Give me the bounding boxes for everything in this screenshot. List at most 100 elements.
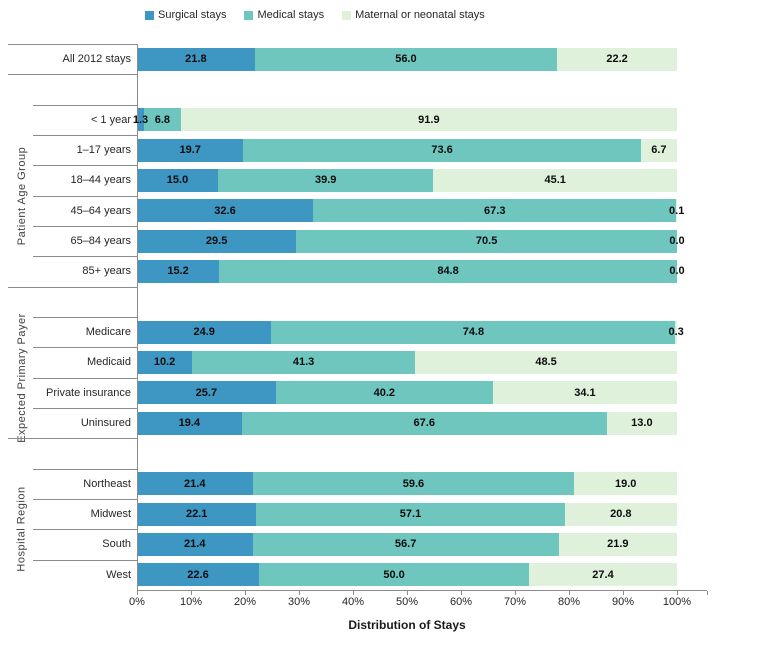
x-axis-title: Distribution of Stays <box>348 618 466 632</box>
category-separator-line <box>33 317 137 318</box>
bar-segment-surgical: 22.6 <box>137 563 260 587</box>
value-label: 6.8 <box>154 113 171 126</box>
bar-segment-medical: 41.3 <box>192 350 416 374</box>
bar-segment-surgical: 21.8 <box>137 47 255 71</box>
x-axis-tick-label: 50% <box>395 596 419 608</box>
bar-track: 22.6 50.0 27.4 <box>137 563 677 587</box>
row-label: 45–64 years <box>70 204 131 217</box>
value-label: 22.1 <box>185 508 208 521</box>
bar-row: < 1 year 1.3 6.8 91.9 <box>0 105 758 135</box>
value-label: 0.0 <box>669 265 685 278</box>
x-axis-tick-label: 40% <box>341 596 365 608</box>
bar-segment-surgical: 19.4 <box>137 411 242 435</box>
x-axis-line <box>137 590 707 591</box>
legend-item: Maternal or neonatal stays <box>342 9 485 21</box>
x-axis-tick <box>461 591 462 595</box>
x-axis-end-tick <box>707 591 708 595</box>
category-separator-line <box>33 256 137 258</box>
row-label: Northeast <box>83 477 131 490</box>
row-label: Midwest <box>90 508 131 521</box>
value-label: 0.3 <box>668 326 684 339</box>
group-separator-line <box>8 44 137 45</box>
group-label-patient-age-group: Patient Age Group <box>10 105 34 287</box>
x-axis-tick <box>515 591 516 595</box>
value-label: 74.8 <box>462 326 485 339</box>
row-label: West <box>106 568 131 581</box>
value-label: 0.1 <box>669 204 685 217</box>
bar-segment-medical: 56.0 <box>254 47 558 71</box>
value-label: 40.2 <box>373 386 396 399</box>
value-label: 73.6 <box>431 144 453 157</box>
row-label: All 2012 stays <box>62 53 131 66</box>
bar-segment-surgical: 1.3 <box>133 108 148 132</box>
category-separator-line <box>33 165 137 167</box>
bar-segment-surgical: 15.0 <box>137 168 218 192</box>
group-label-text: Patient Age Group <box>16 146 28 245</box>
x-axis-tick-label: 90% <box>611 596 635 608</box>
bar-segment-medical: 50.0 <box>259 563 530 587</box>
group-label-text: Hospital Region <box>16 486 28 572</box>
x-axis-tick <box>353 591 354 595</box>
bar-row: Medicaid 10.2 41.3 48.5 <box>0 347 758 377</box>
x-axis-tick <box>299 591 300 595</box>
bar-segment-maternal: 21.9 <box>558 532 677 556</box>
value-label: 84.8 <box>437 265 459 278</box>
value-label: 67.6 <box>413 417 435 430</box>
bar-segment-medical: 73.6 <box>243 138 641 162</box>
bar-segment-surgical: 19.7 <box>137 138 244 162</box>
legend-item: Surgical stays <box>145 9 226 21</box>
row-label: Medicaid <box>86 356 131 369</box>
x-axis-tick-label: 20% <box>233 596 257 608</box>
x-axis-tick <box>407 591 408 595</box>
bar-segment-maternal: 6.7 <box>640 138 677 162</box>
row-label: 85+ years <box>82 265 131 278</box>
value-label: 70.5 <box>475 235 498 248</box>
bar-segment-maternal: 91.9 <box>180 108 677 132</box>
bar-track: 15.2 84.8 0.0 <box>137 259 685 283</box>
value-label: 15.2 <box>167 265 189 278</box>
value-label: 41.3 <box>292 356 315 369</box>
legend-label: Surgical stays <box>158 9 227 21</box>
x-axis-tick <box>623 591 624 595</box>
group-separator-line <box>8 74 137 76</box>
group-label-text: Expected Primary Payer <box>16 312 29 443</box>
group-label-hospital-region: Hospital Region <box>10 469 34 590</box>
bar-segment-medical: 84.8 <box>219 259 677 283</box>
category-separator-line <box>33 135 137 136</box>
bar-segment-surgical: 21.4 <box>137 532 253 556</box>
row-label: 65–84 years <box>70 235 131 248</box>
value-label: 45.1 <box>544 174 566 187</box>
group-separator-line <box>8 286 137 288</box>
value-label: 21.8 <box>185 53 207 66</box>
value-label: 56.0 <box>395 53 417 66</box>
bar-segment-surgical: 22.1 <box>137 502 257 526</box>
bar-track: 32.6 67.3 0.1 <box>137 199 684 223</box>
bar-segment-medical: 56.7 <box>252 532 559 556</box>
value-label: 10.2 <box>153 356 176 369</box>
bar-segment-medical: 74.8 <box>271 320 676 344</box>
row-label: Medicare <box>85 326 131 339</box>
bar-segment-maternal: 0.1 <box>669 199 684 223</box>
bar-row: 1–17 years 19.7 73.6 6.7 <box>0 135 758 165</box>
value-label: 21.9 <box>607 538 629 551</box>
bar-segment-surgical: 25.7 <box>137 381 276 405</box>
value-label: 19.4 <box>178 417 201 430</box>
x-axis-tick-label: 70% <box>503 596 527 608</box>
value-label: 6.7 <box>651 144 667 157</box>
x-axis-tick-label: 60% <box>449 596 473 608</box>
legend-swatch-icon <box>342 10 352 20</box>
bar-row: 65–84 years 29.5 70.5 0.0 <box>0 226 758 256</box>
value-label: 13.0 <box>631 417 653 430</box>
row-label: < 1 year <box>90 113 131 126</box>
bar-segment-medical: 67.6 <box>241 411 607 435</box>
bar-row: West 22.6 50.0 27.4 <box>0 560 758 590</box>
bar-segment-surgical: 10.2 <box>137 350 193 374</box>
value-label: 25.7 <box>195 386 218 399</box>
bar-segment-medical: 59.6 <box>252 472 575 496</box>
x-axis-tick-label: 0% <box>129 596 145 608</box>
value-label: 50.0 <box>383 568 405 581</box>
bar-track: 21.8 56.0 22.2 <box>137 47 677 71</box>
bar-row: 85+ years 15.2 84.8 0.0 <box>0 256 758 286</box>
bar-segment-maternal: 0.3 <box>669 320 684 344</box>
